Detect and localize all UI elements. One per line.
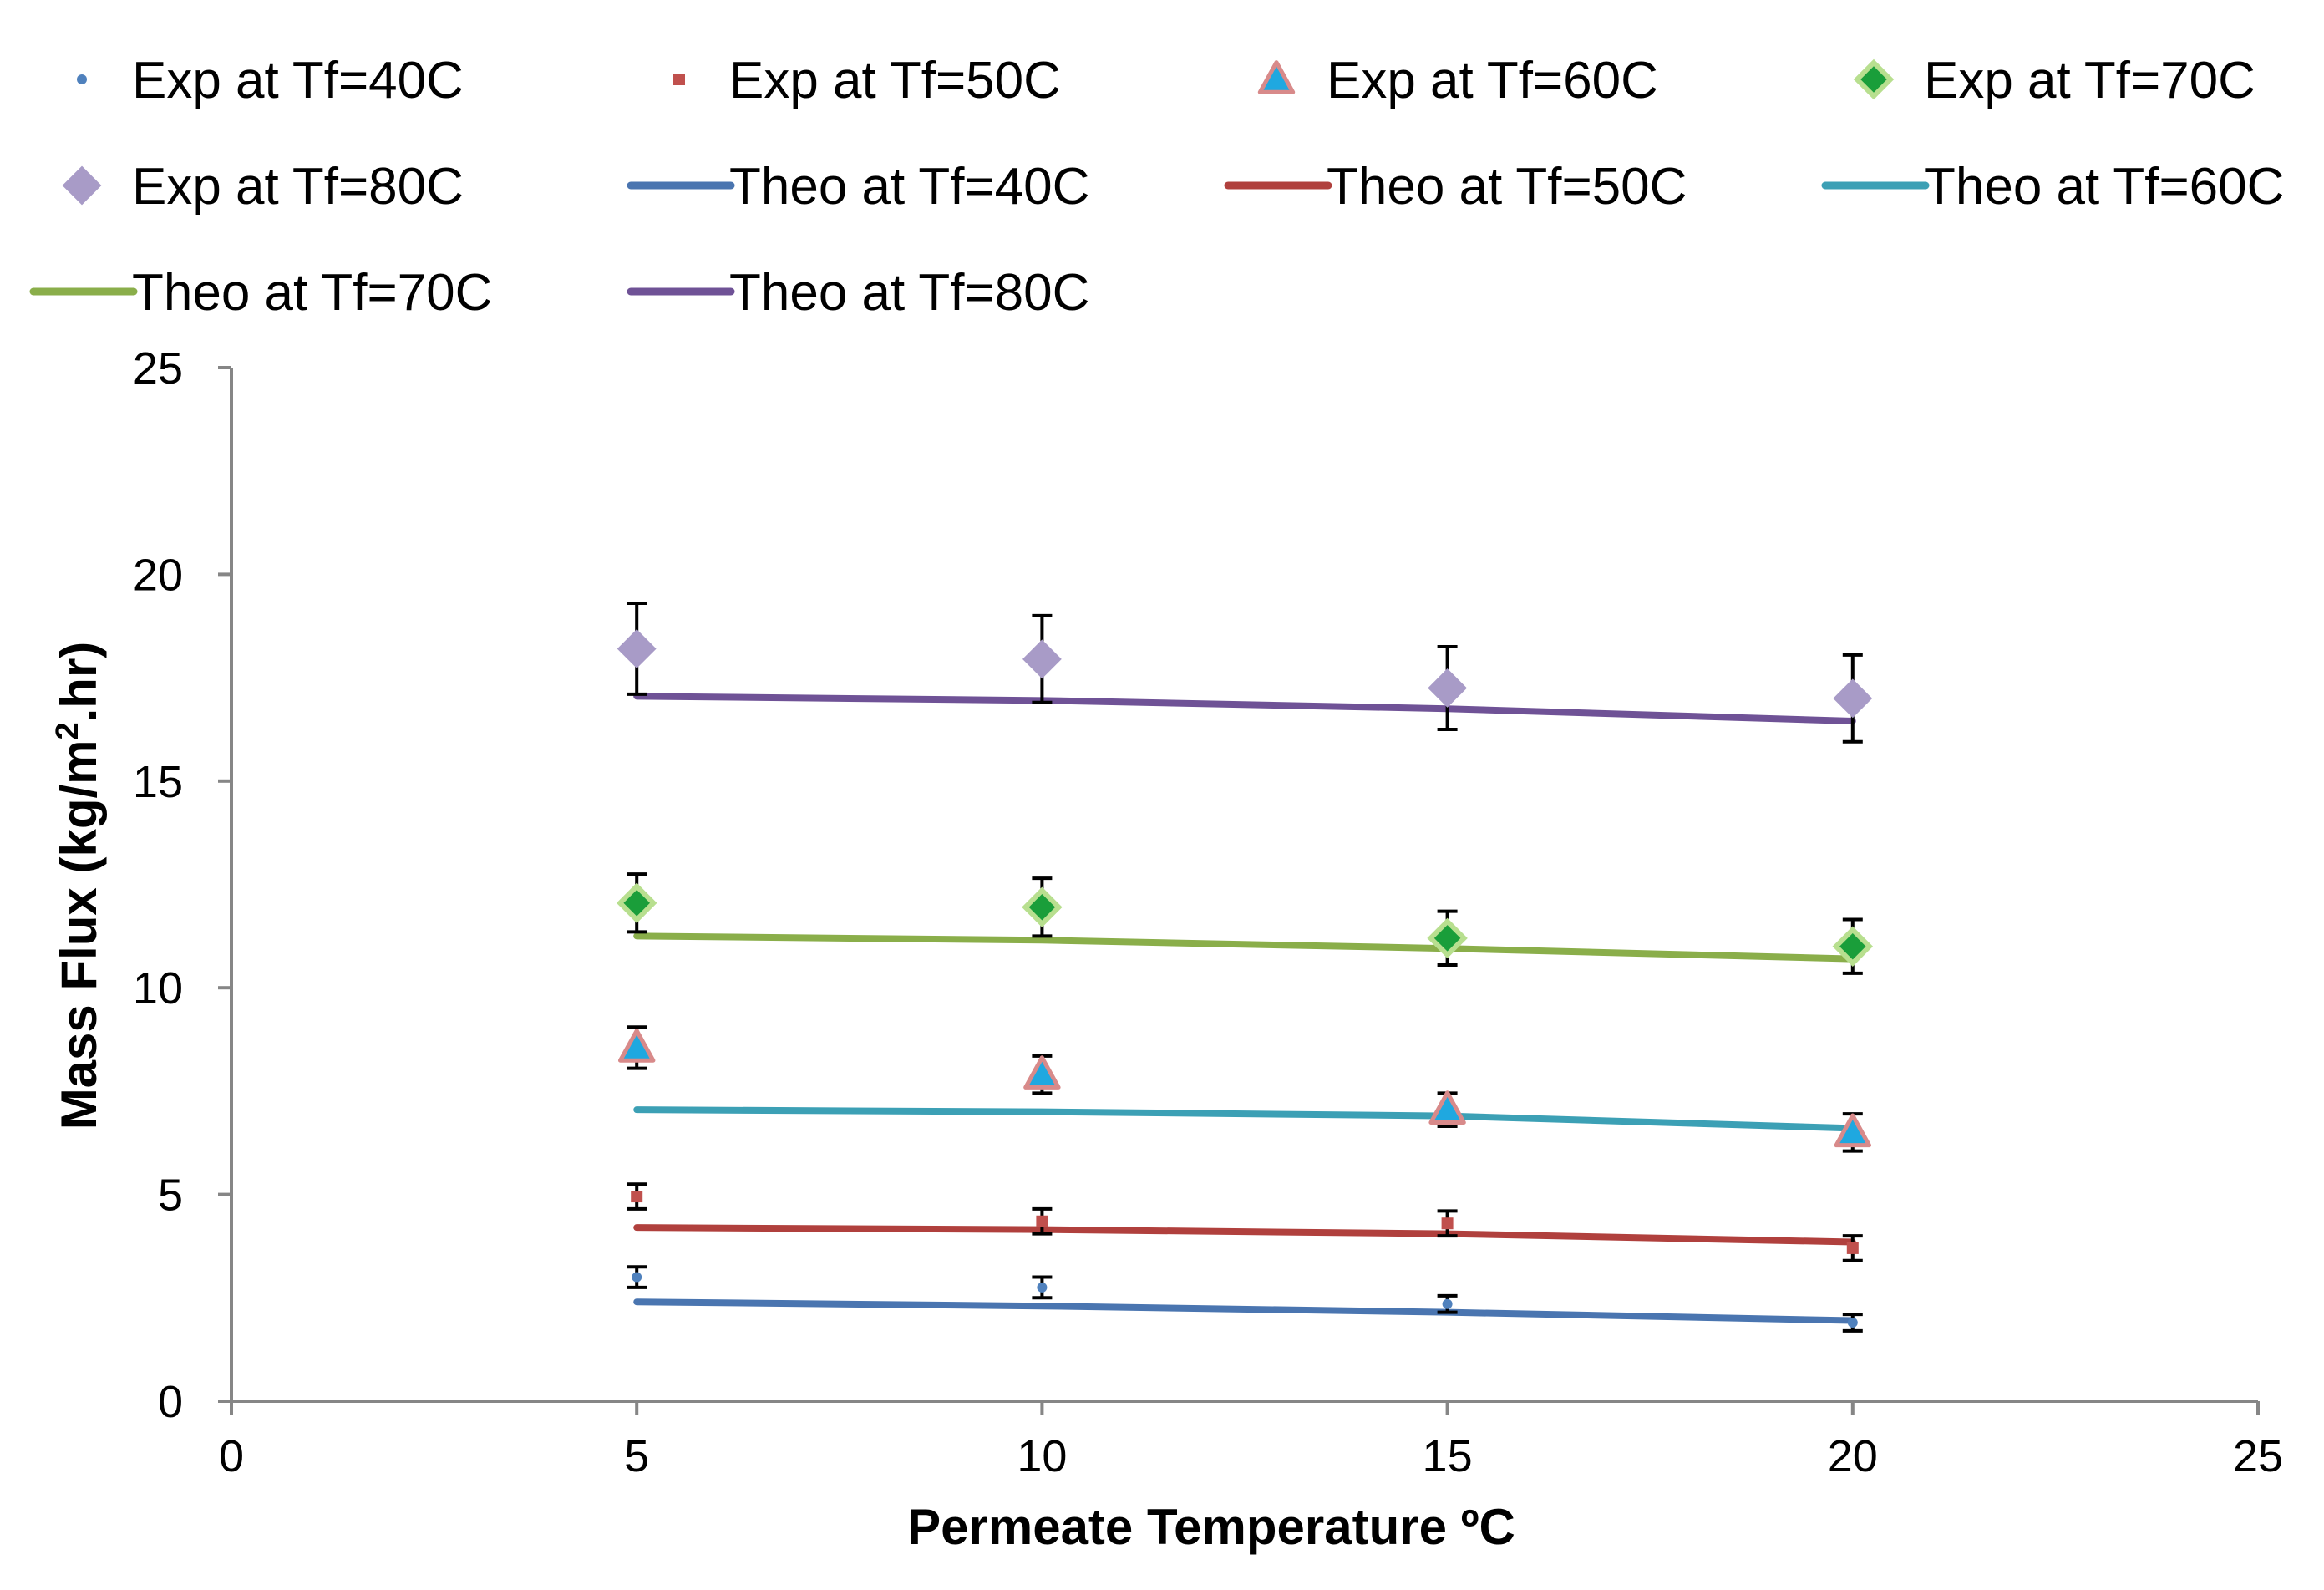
legend-swatch: [673, 74, 685, 85]
legend-item-theo-at-tf-60c: Theo at Tf=60C: [1821, 158, 2284, 216]
y-axis-title: Mass Flux (kg/m2.hr): [50, 642, 107, 1130]
point-exp-at-tf-50c: [1441, 1217, 1454, 1230]
legend-item-exp-at-tf-80c: Exp at Tf=80C: [62, 158, 464, 216]
legend-label: Theo at Tf=80C: [729, 264, 1089, 322]
point-exp-at-tf-70c: [1832, 926, 1874, 967]
x-tick-label: 10: [1017, 1431, 1067, 1481]
legend-swatch: [1853, 58, 1895, 100]
y-tick-label: 10: [133, 963, 183, 1013]
line-theo-at-tf-50c: [633, 1224, 1856, 1246]
legend-label: Theo at Tf=60C: [1924, 158, 2284, 216]
x-axis-title: Permeate Temperature ºC: [907, 1499, 1515, 1555]
point-exp-at-tf-70c: [616, 882, 657, 924]
plot-area: 0 5 10 15 20 25 0 5 10 15 20 25: [133, 343, 2283, 1481]
legend-item-theo-at-tf-40c: Theo at Tf=40C: [627, 158, 1089, 216]
point-exp-at-tf-60c: [1023, 1055, 1061, 1090]
legend-item-theo-at-tf-70c: Theo at Tf=70C: [29, 264, 492, 322]
legend-label: Theo at Tf=50C: [1327, 158, 1687, 216]
legend-label: Exp at Tf=80C: [132, 158, 464, 216]
legend-swatch: [77, 74, 87, 84]
point-exp-at-tf-60c: [1834, 1113, 1872, 1148]
x-tick-label: 20: [1828, 1431, 1878, 1481]
legend-item-theo-at-tf-50c: Theo at Tf=50C: [1224, 158, 1687, 216]
line-theo-at-tf-80c: [633, 693, 1856, 725]
legend-item-exp-at-tf-60c: Exp at Tf=60C: [1257, 52, 1658, 109]
point-exp-at-tf-50c: [1036, 1215, 1048, 1227]
x-tick-label: 25: [2233, 1431, 2283, 1481]
legend-item-exp-at-tf-40c: Exp at Tf=40C: [77, 52, 464, 109]
point-exp-at-tf-80c: [1833, 678, 1873, 719]
axes: 0 5 10 15 20 25 0 5 10 15 20 25: [133, 343, 2283, 1481]
legend-label: Exp at Tf=40C: [132, 52, 464, 109]
legend-item-exp-at-tf-70c: Exp at Tf=70C: [1853, 52, 2255, 109]
point-exp-at-tf-60c: [1428, 1090, 1466, 1125]
y-tick-label: 0: [158, 1377, 183, 1427]
y-tick-label: 15: [133, 757, 183, 807]
point-exp-at-tf-40c: [1037, 1282, 1048, 1293]
legend: Exp at Tf=40C Exp at Tf=50C Exp at Tf=60C E…: [29, 52, 2284, 322]
point-exp-at-tf-70c: [1022, 886, 1063, 927]
line-theo-at-tf-40c: [633, 1298, 1856, 1324]
legend-swatch: [1257, 60, 1296, 94]
legend-label: Theo at Tf=40C: [729, 158, 1089, 216]
y-tick-label: 20: [133, 550, 183, 600]
x-tick-label: 5: [624, 1431, 649, 1481]
x-tick-label: 15: [1423, 1431, 1473, 1481]
line-theo-at-tf-60c: [633, 1106, 1856, 1132]
line-theo-at-tf-70c: [633, 932, 1856, 963]
point-exp-at-tf-50c: [631, 1191, 643, 1203]
experimental-markers: [616, 629, 1874, 1328]
y-tick-label: 5: [158, 1171, 183, 1221]
point-exp-at-tf-40c: [1442, 1298, 1453, 1309]
point-exp-at-tf-70c: [1427, 917, 1468, 959]
legend-item-theo-at-tf-80c: Theo at Tf=80C: [627, 264, 1089, 322]
point-exp-at-tf-50c: [1846, 1242, 1859, 1254]
theoretical-lines: [633, 693, 1856, 1324]
point-exp-at-tf-60c: [617, 1029, 656, 1063]
y-tick-label: 25: [133, 343, 183, 394]
x-tick-label: 0: [219, 1431, 244, 1481]
legend-label: Exp at Tf=70C: [1924, 52, 2255, 109]
legend-label: Theo at Tf=70C: [132, 264, 492, 322]
point-exp-at-tf-80c: [617, 629, 657, 668]
point-exp-at-tf-40c: [1847, 1317, 1858, 1328]
legend-swatch: [62, 165, 102, 206]
legend-item-exp-at-tf-50c: Exp at Tf=50C: [673, 52, 1061, 109]
point-exp-at-tf-40c: [632, 1272, 642, 1283]
legend-label: Exp at Tf=60C: [1327, 52, 1658, 109]
legend-label: Exp at Tf=50C: [729, 52, 1061, 109]
point-exp-at-tf-80c: [1022, 639, 1062, 679]
point-exp-at-tf-80c: [1428, 668, 1468, 708]
